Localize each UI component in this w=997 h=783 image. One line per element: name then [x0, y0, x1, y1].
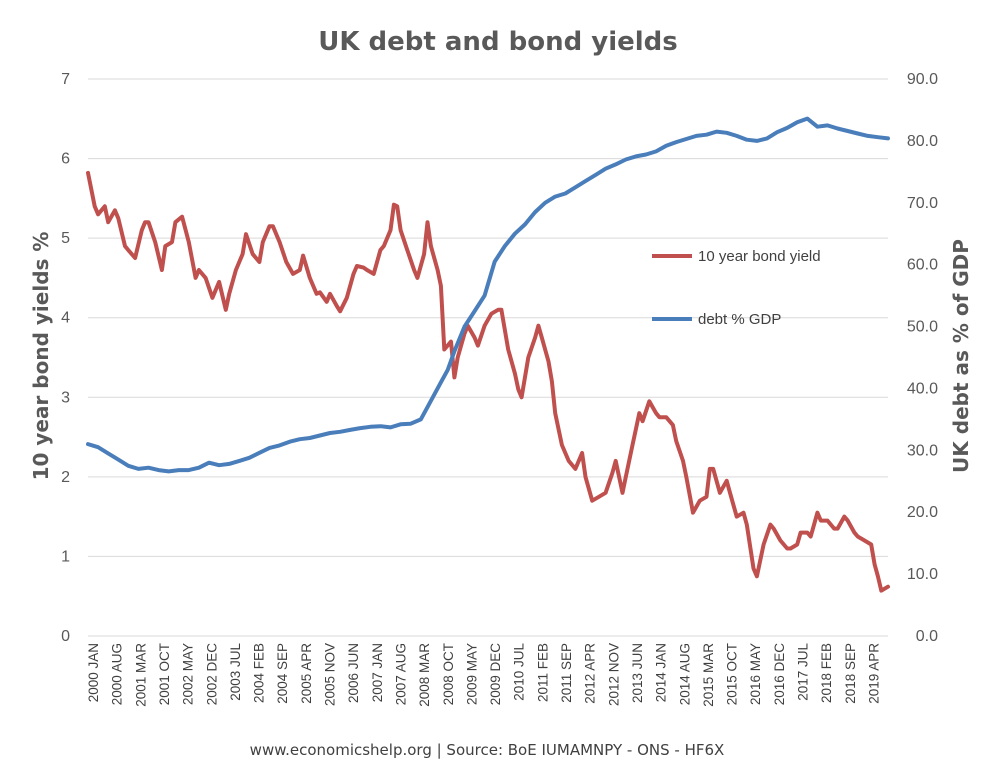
x-tick-label: 2011 SEP	[559, 643, 574, 703]
x-tick-label: 2007 AUG	[394, 643, 409, 705]
right-axis-ticks: 0.0 10.0 20.0 30.0 40.0 50.0 60.0 70.0 80.0 90.0	[907, 71, 938, 645]
x-tick-label: 2005 NOV	[323, 643, 338, 706]
right-axis-title: UK debt as % of GDP	[949, 239, 973, 473]
left-tick-label: 6	[61, 151, 70, 168]
grid-layer	[88, 78, 888, 637]
right-tick-label: 10.0	[907, 566, 938, 583]
x-tick-label: 2004 SEP	[275, 643, 290, 704]
x-tick-label: 2009 DEC	[488, 643, 503, 706]
left-axis-title: 10 year bond yields %	[29, 232, 53, 481]
x-tick-label: 2017 JUL	[796, 643, 811, 701]
chart-title: UK debt and bond yields	[318, 27, 678, 57]
right-tick-label: 30.0	[907, 442, 938, 459]
x-axis-ticks: 2000 JAN 2000 AUG 2001 MAR 2001 OCT 2002 MAY…	[86, 643, 882, 707]
x-tick-label: 2006 JUN	[346, 643, 361, 703]
x-tick-label: 2009 MAY	[464, 643, 479, 705]
x-tick-label: 2013 JUN	[630, 643, 645, 703]
series-layer	[86, 116, 890, 593]
left-tick-label: 2	[61, 469, 70, 486]
x-tick-label: 2015 MAR	[701, 643, 716, 707]
x-tick-label: 2000 JAN	[86, 643, 101, 702]
left-tick-label: 1	[61, 548, 70, 565]
x-tick-label: 2015 OCT	[725, 643, 740, 705]
x-tick-label: 2008 MAR	[417, 643, 432, 707]
x-tick-label: 2018 SEP	[843, 643, 858, 704]
right-tick-label: 50.0	[907, 319, 938, 336]
x-tick-label: 2011 FEB	[535, 643, 550, 702]
right-tick-label: 80.0	[907, 133, 938, 150]
right-tick-label: 0.0	[916, 628, 938, 645]
x-tick-label: 2019 APR	[867, 643, 882, 704]
x-tick-label: 2012 NOV	[606, 643, 621, 706]
right-tick-label: 70.0	[907, 195, 938, 212]
source-note: www.economicshelp.org | Source: BoE IUMA…	[250, 741, 725, 759]
x-tick-label: 2010 JUL	[512, 643, 527, 701]
right-tick-label: 20.0	[907, 504, 938, 521]
x-tick-label: 2016 MAY	[748, 643, 763, 705]
x-tick-label: 2000 AUG	[110, 643, 125, 705]
x-tick-label: 2018 FEB	[819, 643, 834, 703]
legend-label-bond-yield: 10 year bond yield	[698, 248, 821, 265]
left-tick-label: 5	[61, 230, 70, 247]
x-tick-label: 2014 JAN	[654, 643, 669, 702]
left-tick-label: 7	[61, 71, 70, 88]
x-tick-label: 2005 APR	[299, 643, 314, 704]
x-tick-label: 2003 JUL	[228, 643, 243, 701]
x-tick-label: 2012 APR	[583, 643, 598, 704]
left-axis-ticks: 0 1 2 3 4 5 6 7	[61, 71, 70, 645]
x-tick-label: 2002 DEC	[204, 643, 219, 706]
series-line-bond-yield	[86, 170, 890, 593]
x-tick-label: 2004 FEB	[252, 643, 267, 703]
x-tick-label: 2002 MAY	[181, 643, 196, 705]
right-tick-label: 60.0	[907, 257, 938, 274]
x-tick-label: 2016 DEC	[772, 643, 787, 706]
x-tick-label: 2014 AUG	[677, 643, 692, 705]
left-tick-label: 4	[61, 310, 70, 327]
x-tick-label: 2007 JAN	[370, 643, 385, 702]
x-tick-label: 2008 OCT	[441, 643, 456, 705]
right-tick-label: 90.0	[907, 71, 938, 88]
x-tick-label: 2001 OCT	[157, 643, 172, 705]
series-line-debt	[86, 116, 890, 474]
x-tick-label: 2001 MAR	[133, 643, 148, 707]
left-tick-label: 0	[61, 628, 70, 645]
left-tick-label: 3	[61, 389, 70, 406]
right-tick-label: 40.0	[907, 380, 938, 397]
legend: 10 year bond yield debt % GDP	[652, 248, 821, 328]
legend-label-debt: debt % GDP	[698, 311, 781, 328]
